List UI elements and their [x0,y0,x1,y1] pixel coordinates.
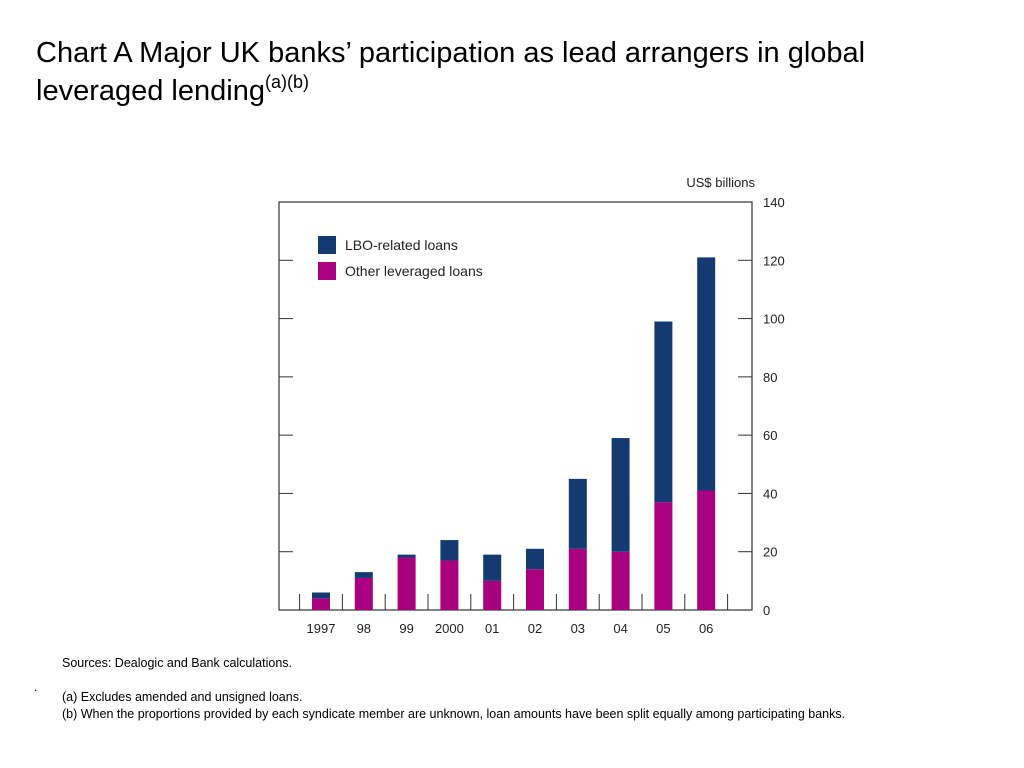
y-tick-label: 0 [763,603,770,618]
x-tick-label: 02 [528,621,542,636]
x-tick-label: 05 [656,621,670,636]
bar-segment [611,438,630,552]
legend-swatch [318,236,336,254]
x-tick-label: 03 [571,621,585,636]
bar-segment [654,502,673,610]
bar-segment [440,560,459,610]
chart-notes: Sources: Dealogic and Bank calculations.… [62,655,942,723]
footnote-a: (a) Excludes amended and unsigned loans. [62,690,303,704]
x-tick-label: 04 [613,621,627,636]
bar-segment [312,598,330,610]
page-title: Chart A Major UK banks’ participation as… [36,34,996,110]
x-tick-label: 2000 [435,621,464,636]
bar-segment [312,592,330,599]
legend-label: LBO-related loans [345,237,458,253]
bar-segment [697,257,716,491]
bar-segment [440,540,459,561]
y-tick-label: 120 [763,253,785,268]
sources-note: Sources: Dealogic and Bank calculations. [62,656,292,670]
footnote-b: (b) When the proportions provided by eac… [62,707,846,721]
x-tick-label: 98 [357,621,371,636]
stray-dot: . [34,680,38,694]
y-axis-unit: US$ billions [686,175,755,190]
bar-segment [526,548,544,570]
x-tick-label: 99 [399,621,413,636]
bar-segment [526,569,544,610]
bar-segment [611,551,630,610]
bar-segment [483,554,502,581]
x-tick-label: 06 [699,621,713,636]
bar-segment [397,554,416,558]
plot-frame [278,201,753,611]
title-footnote-marks: (a)(b) [264,72,309,92]
bar-segment [354,577,373,610]
y-tick-label: 80 [763,370,777,385]
title-text: Chart A Major UK banks’ participation as… [36,37,866,107]
bar-segment [654,321,673,503]
x-tick-label: 01 [485,621,499,636]
bar-segment [568,478,587,549]
y-tick-label: 140 [763,195,785,210]
y-tick-label: 20 [763,545,777,560]
y-tick-label: 60 [763,428,777,443]
bar-segment [397,557,416,610]
x-tick-label: 1997 [307,621,336,636]
legend-swatch [318,262,336,280]
legend-label: Other leveraged loans [345,263,483,279]
bar-segment [483,580,502,610]
bar-segment [697,490,716,610]
bar-segment [568,548,587,610]
bar-segment [354,572,373,578]
y-tick-label: 100 [763,312,785,327]
y-tick-label: 40 [763,486,777,501]
